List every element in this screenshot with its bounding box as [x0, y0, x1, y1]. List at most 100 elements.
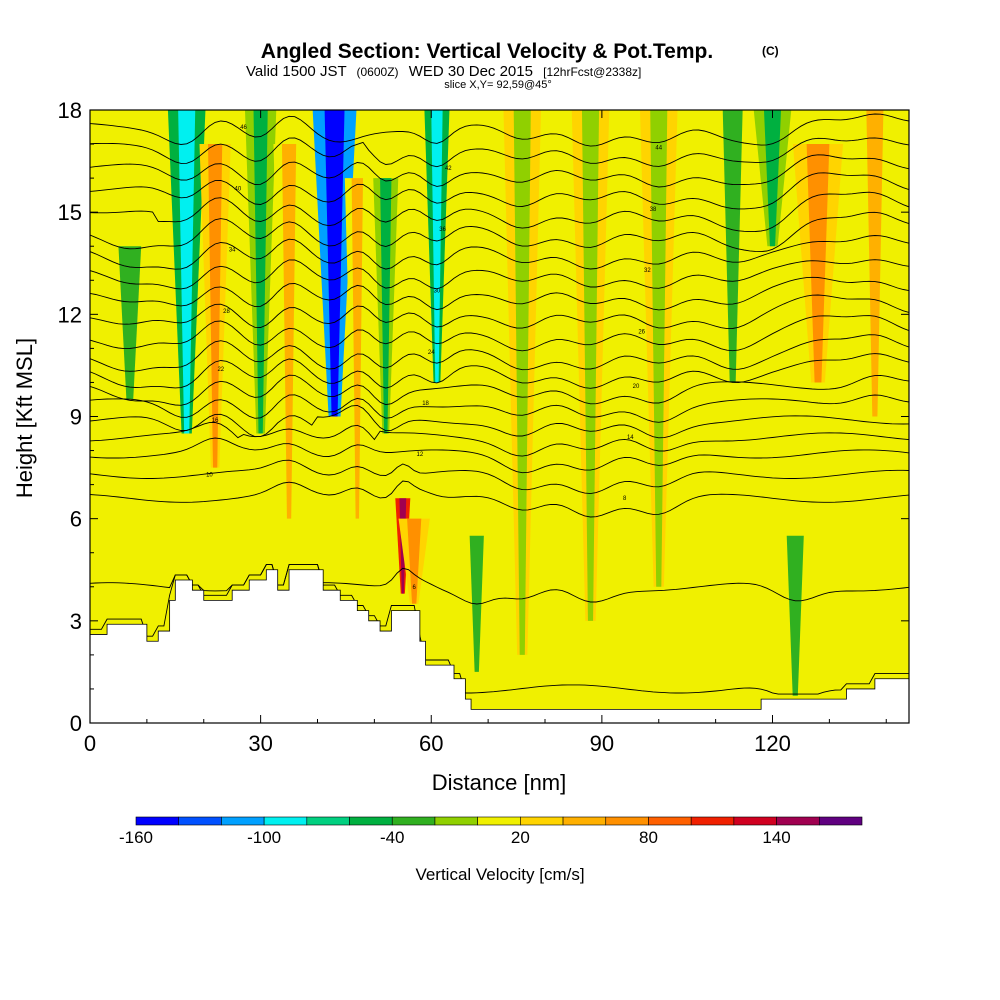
velocity-core	[351, 178, 363, 519]
velocity-core	[806, 144, 830, 383]
contour-label: 26	[638, 329, 645, 335]
x-tick-label: 30	[248, 731, 272, 756]
pot-temp-contour	[90, 353, 909, 389]
pot-temp-contour	[90, 276, 909, 311]
y-tick-label: 18	[58, 98, 82, 123]
colorbar-swatch	[818, 816, 863, 826]
contour-label: 24	[428, 350, 435, 356]
pot-temp-contour	[90, 374, 909, 406]
pot-temp-contour	[90, 334, 909, 372]
colorbar-tick-label: -40	[380, 828, 405, 847]
contour-label: 8	[623, 496, 627, 502]
pot-temp-contour	[90, 437, 909, 474]
colorbar-swatch	[733, 816, 777, 826]
terrain	[90, 569, 909, 723]
chart-title: Angled Section: Vertical Velocity & Pot.…	[261, 40, 713, 63]
colorbar-tick-label: -160	[119, 828, 153, 847]
pot-temp-contour	[90, 422, 909, 457]
velocity-core	[208, 144, 223, 468]
y-tick-label: 15	[58, 200, 82, 225]
contour-label: 38	[650, 207, 657, 213]
contour-label: 6	[413, 585, 417, 591]
contour-label: 36	[439, 227, 446, 233]
contour-label: 42	[445, 166, 452, 172]
colorbar-swatch	[477, 816, 521, 826]
y-tick-label: 9	[70, 405, 82, 430]
velocity-core	[866, 110, 884, 417]
x-tick-label: 120	[754, 731, 791, 756]
velocity-core	[178, 110, 196, 434]
contour-label: 46	[240, 125, 247, 131]
colorbar-swatch	[263, 816, 308, 826]
pot-temp-contour	[90, 137, 909, 168]
colorbar-tick-label: 80	[639, 828, 658, 847]
forecast-info: [12hrFcst@2338z]	[543, 65, 641, 79]
colorbar-swatch	[135, 816, 180, 826]
contour-label: 28	[223, 309, 230, 315]
colorbar-swatch	[391, 816, 436, 826]
pot-temp-contour	[90, 315, 909, 352]
velocity-core	[431, 110, 443, 383]
velocity-core	[581, 110, 600, 621]
pot-temp-contour	[90, 235, 909, 270]
contour-label: 10	[206, 472, 213, 478]
contour-label: 14	[627, 435, 634, 441]
contour-label: 22	[217, 367, 224, 373]
y-tick-label: 3	[70, 609, 82, 634]
contour-label: 44	[655, 145, 662, 151]
velocity-core	[722, 110, 743, 383]
colorbar-tick-label: -100	[247, 828, 281, 847]
contour-label: 20	[633, 384, 640, 390]
pot-temp-contour	[90, 394, 909, 423]
valid-date: WED 30 Dec 2015	[409, 63, 533, 80]
slice-info: slice X,Y= 92,59@45°	[444, 79, 552, 91]
pot-temp-contour	[90, 191, 909, 233]
x-tick-label: 90	[590, 731, 614, 756]
pot-temp-contours: 4681012141618202224262830323436384042444…	[90, 113, 909, 695]
colorbar-label: Vertical Velocity [cm/s]	[415, 865, 584, 884]
valid-line: Valid 1500 JST (0600Z) WED 30 Dec 2015 […	[246, 63, 641, 80]
colorbar-swatch	[776, 816, 820, 826]
pot-temp-contour	[90, 259, 909, 290]
plot-area: 4681012141618202224262830323436384042444…	[90, 110, 909, 723]
contour-label: 40	[235, 186, 242, 192]
velocity-core	[650, 110, 668, 587]
chart-title-suffix: (C)	[762, 44, 779, 58]
pot-temp-contour	[90, 459, 909, 495]
colorbar-tick-label: 140	[762, 828, 790, 847]
pot-temp-contour	[90, 211, 909, 253]
colorbar-swatch	[306, 816, 350, 826]
contour-label: 16	[212, 418, 219, 424]
y-tick-label: 12	[58, 302, 82, 327]
y-axis-label: Height [Kft MSL]	[12, 338, 37, 498]
colorbar-swatch	[221, 816, 265, 826]
x-tick-label: 0	[84, 731, 96, 756]
pot-temp-contour	[90, 404, 909, 439]
colorbar-swatch	[520, 816, 564, 826]
contour-label: 18	[422, 401, 429, 407]
contour-label: 32	[644, 268, 651, 274]
colorbar: -160 -100 -40 20 80 140	[119, 816, 863, 847]
velocity-core	[786, 535, 804, 696]
pot-temp-contour	[90, 564, 909, 605]
pot-temp-contour	[90, 480, 909, 518]
x-axis-label: Distance [nm]	[432, 770, 567, 795]
colorbar-swatch	[690, 816, 735, 826]
contour-label: 12	[417, 452, 424, 458]
velocity-core	[253, 110, 268, 434]
colorbar-swatch	[434, 816, 478, 826]
velocity-core	[118, 246, 142, 400]
pot-temp-contour	[90, 564, 909, 695]
velocity-core	[763, 110, 782, 247]
valid-utc: (0600Z)	[357, 65, 399, 79]
colorbar-swatch	[349, 816, 393, 826]
x-tick-label: 60	[419, 731, 443, 756]
colorbar-swatch	[605, 816, 649, 826]
valid-prefix: Valid 1500 JST	[246, 63, 346, 80]
y-tick-label: 0	[70, 711, 82, 736]
colorbar-swatch	[648, 816, 692, 826]
colorbar-swatch	[562, 816, 607, 826]
velocity-core	[380, 178, 392, 434]
colorbar-swatch	[178, 816, 222, 826]
